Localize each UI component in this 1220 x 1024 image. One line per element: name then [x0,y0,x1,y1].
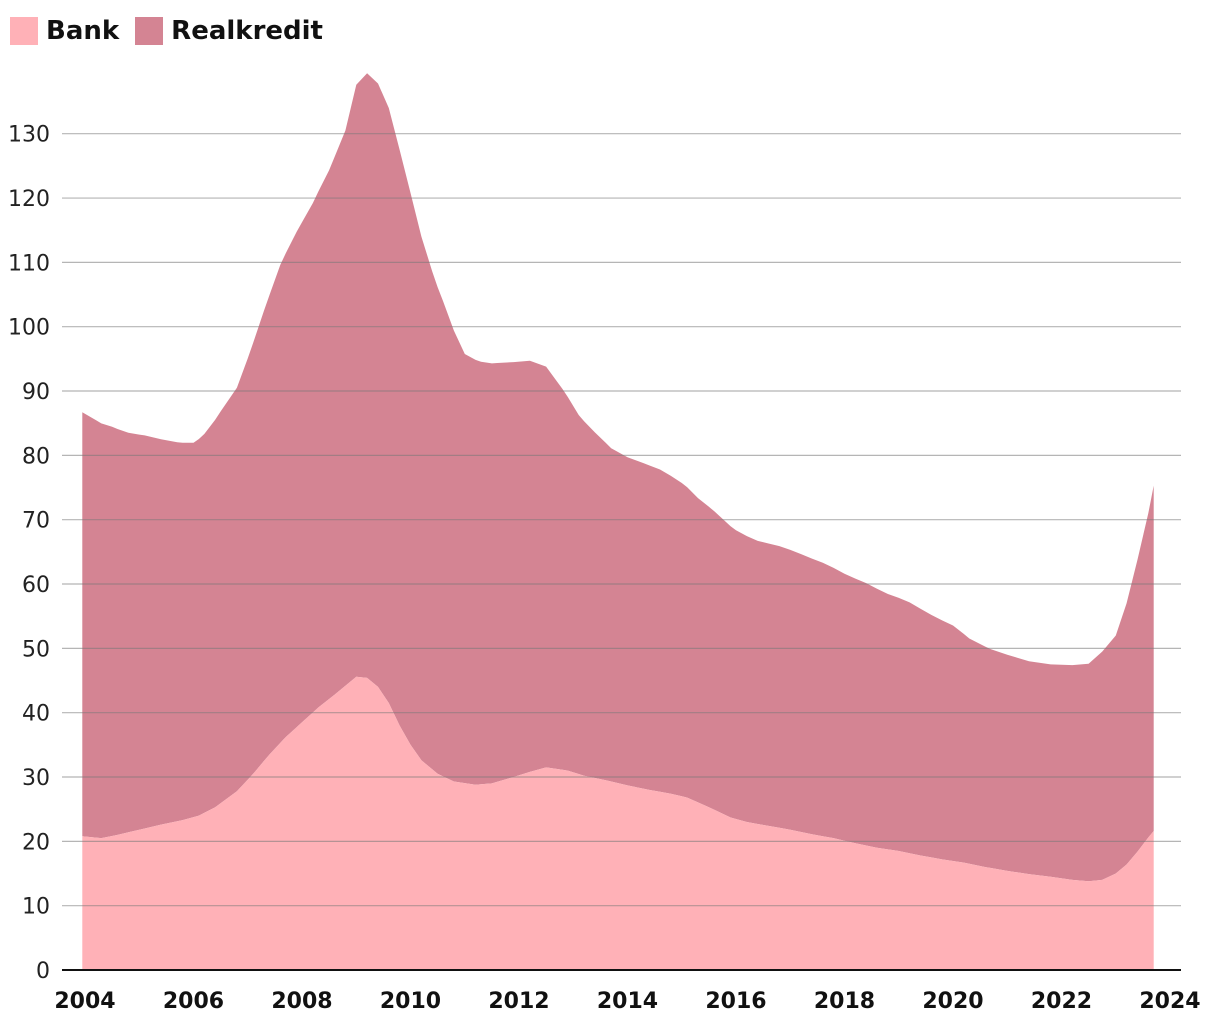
y-tick-label-60: 60 [22,573,50,598]
x-tick-label-2016: 2016 [705,989,766,1014]
x-tick-label-2010: 2010 [380,989,441,1014]
grid-layer [62,133,1181,907]
y-tick-label-70: 70 [22,509,50,534]
y-tick-label-120: 120 [8,187,50,212]
y-tick-label-30: 30 [22,766,50,791]
y-tick-label-0: 0 [36,959,50,984]
legend-swatch-realkredit [135,17,164,45]
legend: Bank Realkredit [10,16,339,46]
x-tick-label-2008: 2008 [271,989,332,1014]
legend-item-bank: Bank [10,16,119,46]
x-tick-label-2024: 2024 [1139,989,1200,1014]
y-tick-label-20: 20 [22,830,50,855]
x-tick-label-2012: 2012 [488,989,549,1014]
y-tick-label-90: 90 [22,380,50,405]
series-area-realkredit [82,73,1154,882]
y-tick-label-130: 130 [8,123,50,148]
x-tick-label-2022: 2022 [1031,989,1092,1014]
areas-layer [82,73,1154,970]
x-tick-label-2018: 2018 [814,989,875,1014]
axis-layer: 0 10 20 30 40 50 60 70 80 90 100 110 120 130 2004 2006 2… [8,123,1201,1014]
y-tick-label-80: 80 [22,444,50,469]
y-tick-label-110: 110 [8,251,50,276]
x-tick-label-2014: 2014 [597,989,658,1014]
y-tick-label-50: 50 [22,637,50,662]
y-tick-label-40: 40 [22,702,50,727]
y-tick-label-100: 100 [8,316,50,341]
legend-label-realkredit: Realkredit [171,16,323,46]
y-tick-label-10: 10 [22,895,50,920]
legend-item-realkredit: Realkredit [135,16,323,46]
x-tick-label-2006: 2006 [163,989,224,1014]
x-tick-label-2004: 2004 [54,989,115,1014]
x-tick-label-2020: 2020 [922,989,983,1014]
legend-swatch-bank [10,17,38,45]
series-area-bank [82,676,1154,970]
legend-label-bank: Bank [46,16,120,46]
